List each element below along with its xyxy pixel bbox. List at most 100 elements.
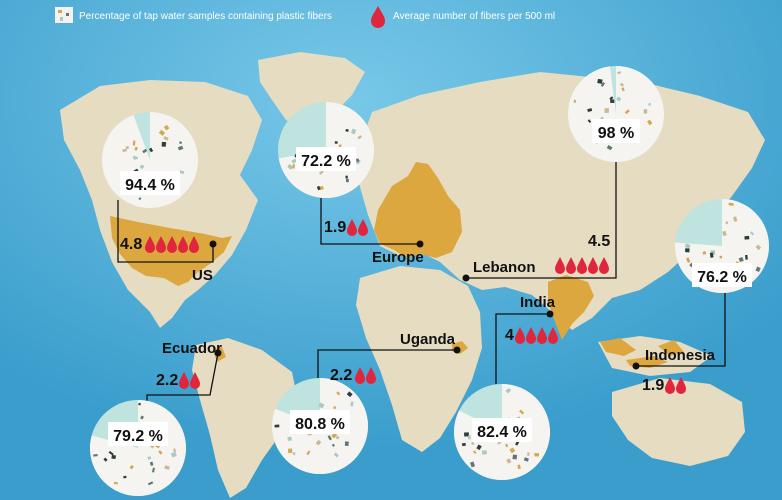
pie-speckle (600, 82, 606, 87)
us-connector (117, 200, 214, 263)
pie-speckle (333, 452, 339, 458)
pie-percent-label: 98 % (598, 125, 634, 142)
fibers-indonesia: 1.9 (642, 377, 686, 394)
europe-connector (320, 198, 420, 245)
fibers-lebanon: 4.5 (555, 233, 610, 274)
pie-speckle (147, 456, 152, 460)
pie-speckle (163, 124, 170, 131)
pie-speckle (719, 255, 723, 259)
legend-speckle-swatch (55, 7, 73, 23)
drop-icon (515, 327, 525, 344)
india-connector (495, 313, 550, 384)
pies: 94.4 % 72.2 % 98 % 76.2 % 82.4 % (89, 66, 769, 496)
pie-speckle (534, 453, 540, 457)
pie-speckle (173, 448, 177, 453)
fibers-ecuador: 2.2 (156, 372, 200, 389)
pie-speckle (744, 235, 750, 240)
ecuador-marker (214, 349, 222, 357)
legend-swatch-dot (58, 10, 62, 13)
drop-icons (347, 219, 368, 236)
pie-speckle (331, 432, 338, 439)
drop-icon (548, 327, 558, 344)
pie-percent-label: 79.2 % (113, 428, 163, 445)
pie-speckle (684, 243, 691, 249)
pie-india: 82.4 % (454, 384, 551, 480)
pie-speckle (597, 78, 603, 84)
legend-swatch-dot (66, 13, 69, 16)
pie-speckle (357, 135, 363, 140)
pie-label-box (692, 263, 752, 287)
africa-land (356, 266, 482, 452)
south-america-land (192, 338, 298, 498)
pie-speckle (158, 450, 163, 455)
pie-speckle (319, 186, 324, 190)
fibers-value: 2.2 (330, 367, 352, 384)
pie-speckle (473, 450, 477, 454)
uganda-connector (317, 349, 457, 378)
pie-percent-label: 80.8 % (295, 416, 345, 433)
pie-speckle (461, 442, 466, 447)
pie-speckle (356, 158, 360, 163)
drop-icon (366, 367, 376, 384)
pie-speckle (505, 443, 509, 448)
drop-icons (179, 372, 200, 389)
pie-speckle (138, 402, 141, 406)
location-names: US Europe Lebanon Indonesia India Uganda… (162, 249, 716, 364)
pie-speckle (685, 257, 691, 263)
drop-icon (358, 219, 368, 236)
pie-speckle (519, 409, 525, 415)
pie-speckle (728, 202, 734, 206)
pie-us: 94.4 % (102, 112, 199, 208)
location-markers (209, 240, 640, 370)
pie-speckle (334, 141, 338, 144)
pie-speckle (648, 102, 651, 106)
pie-speckle (733, 216, 738, 222)
pie-speckle (702, 251, 707, 255)
pie-speckle (512, 454, 518, 460)
pie-speckle (464, 432, 469, 437)
pie-speckle (132, 155, 139, 160)
fibers-india: 4 (505, 327, 558, 344)
pie-indonesia: 76.2 % (674, 199, 769, 293)
europe-marker (416, 240, 424, 248)
pie-speckle (139, 164, 145, 170)
pie-speckle (170, 451, 177, 458)
drop-icon (577, 257, 587, 274)
drop-icon (178, 236, 188, 253)
fibers-europe: 1.9 (324, 219, 368, 236)
pie-speckle (336, 391, 341, 396)
lebanon-name-label: Lebanon (473, 259, 536, 276)
pie-speckle (345, 178, 349, 183)
fibers-value: 4.5 (588, 233, 610, 250)
pie-speckle (709, 252, 714, 258)
pie-percent-label: 94.4 % (125, 177, 175, 194)
connector-lines (117, 162, 726, 405)
pie-label-box (120, 171, 180, 195)
pie-label-box (472, 418, 532, 442)
pie-speckle (523, 457, 529, 462)
pie-speckle (647, 119, 653, 126)
pie-speckle (344, 441, 349, 446)
pie-speckle (755, 266, 761, 272)
legend-drop-icon (371, 6, 385, 28)
us-name-label: US (192, 267, 213, 284)
pie-speckle (287, 164, 293, 170)
drop-icons (665, 377, 686, 394)
pie-speckle (750, 231, 755, 236)
pie-speckle (725, 221, 729, 225)
europe-region (374, 162, 462, 258)
pie-speckle (179, 141, 183, 145)
pie-label-box (290, 410, 350, 434)
drop-icon (676, 377, 686, 394)
pie-speckle (738, 256, 744, 263)
fibers-value: 2.2 (156, 372, 178, 389)
indonesia-name-label: Indonesia (645, 347, 716, 364)
drop-icon (599, 257, 609, 274)
drop-icon (190, 372, 200, 389)
pie-speckle (621, 87, 625, 92)
pie-label-box (592, 119, 640, 143)
indonesia-connector (636, 292, 726, 367)
pie-speckle (151, 467, 155, 473)
pie-speckle (331, 443, 335, 447)
